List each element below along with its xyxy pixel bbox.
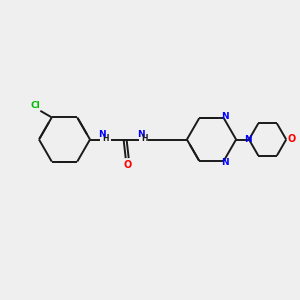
- Text: H: H: [102, 134, 109, 143]
- Text: N: N: [98, 130, 106, 139]
- Text: N: N: [137, 130, 145, 139]
- Text: H: H: [141, 134, 148, 143]
- Text: N: N: [244, 135, 251, 144]
- Text: O: O: [287, 134, 296, 145]
- Text: O: O: [123, 160, 131, 170]
- Text: N: N: [221, 158, 229, 167]
- Text: Cl: Cl: [30, 101, 40, 110]
- Text: N: N: [221, 112, 229, 121]
